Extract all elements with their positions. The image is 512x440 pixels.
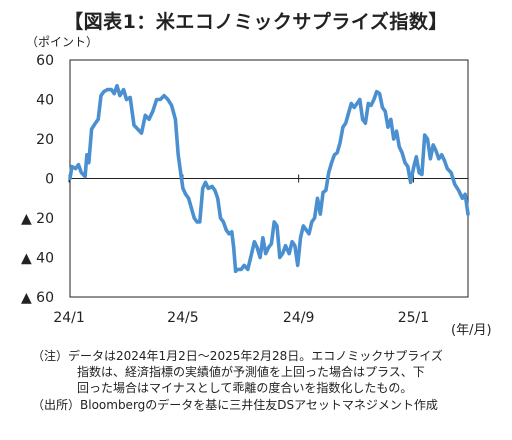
y-tick-label: ▲ 60 [21, 290, 54, 306]
y-axis-unit-label: （ポイント） [26, 35, 99, 49]
source-note: （出所）Bloombergのデータを基に三井住友DSアセットマネジメント作成 [32, 398, 438, 412]
y-tick-label: 60 [36, 53, 54, 69]
y-tick-label: 20 [36, 132, 54, 148]
note-line-2: 指数は、経済指標の実績値が予測値を上回った場合はプラス、下 [77, 365, 425, 379]
x-tick-label: 25/1 [398, 310, 429, 326]
x-axis-unit-label: (年/月) [451, 323, 492, 338]
note-line-1: （注）データは2024年1月2日～2025年2月28日。エコノミックサプライズ [32, 349, 443, 363]
x-tick-label: 24/9 [283, 310, 314, 326]
y-tick-label: 0 [45, 172, 54, 188]
y-tick-label: ▲ 20 [21, 211, 54, 227]
note-line-3: 回った場合はマイナスとして乖離の度合いを指数化したもの。 [77, 381, 413, 395]
chart-title: 【図表1：米エコノミックサプライズ指数】 [64, 11, 448, 33]
y-tick-label: ▲ 40 [21, 251, 54, 267]
x-tick-label: 24/1 [53, 310, 84, 326]
y-tick-label: 40 [36, 93, 54, 109]
x-tick-label: 24/5 [167, 310, 198, 326]
surprise-index-series-line [68, 83, 470, 274]
